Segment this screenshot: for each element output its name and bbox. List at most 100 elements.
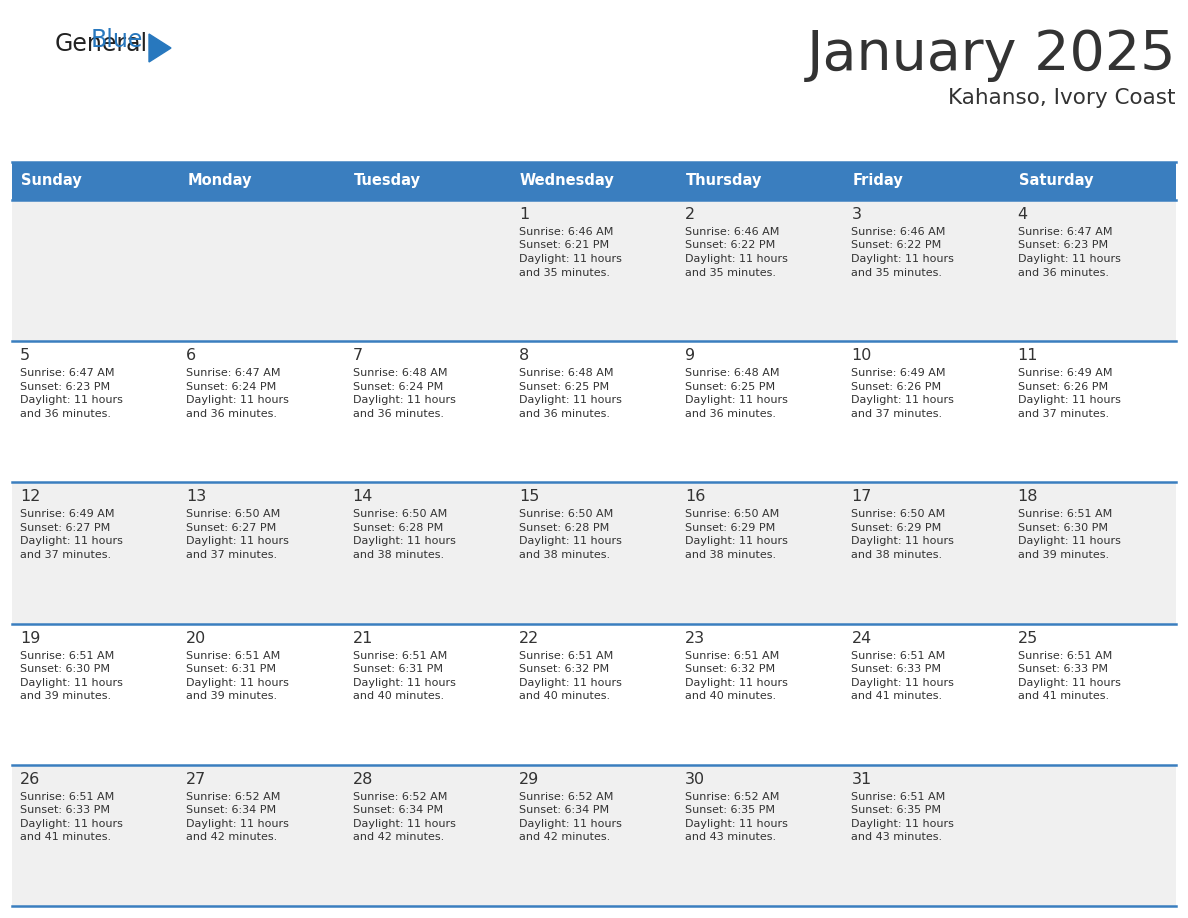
Text: 23: 23 (685, 631, 706, 645)
Text: Sunset: 6:27 PM: Sunset: 6:27 PM (187, 523, 277, 533)
Text: Sunset: 6:30 PM: Sunset: 6:30 PM (1018, 523, 1107, 533)
Text: Daylight: 11 hours: Daylight: 11 hours (852, 536, 954, 546)
Bar (511, 162, 677, 200)
Text: Sunrise: 6:49 AM: Sunrise: 6:49 AM (1018, 368, 1112, 378)
Text: Sunrise: 6:52 AM: Sunrise: 6:52 AM (685, 792, 779, 801)
Text: and 36 minutes.: and 36 minutes. (685, 409, 776, 419)
Text: Sunset: 6:32 PM: Sunset: 6:32 PM (519, 664, 609, 674)
Text: Sunrise: 6:52 AM: Sunrise: 6:52 AM (353, 792, 447, 801)
Text: and 41 minutes.: and 41 minutes. (852, 691, 942, 701)
Bar (12, 200, 1176, 341)
Text: Daylight: 11 hours: Daylight: 11 hours (852, 819, 954, 829)
Text: Sunrise: 6:49 AM: Sunrise: 6:49 AM (20, 509, 114, 520)
Text: Kahanso, Ivory Coast: Kahanso, Ivory Coast (948, 88, 1176, 108)
Text: Sunrise: 6:51 AM: Sunrise: 6:51 AM (353, 651, 447, 661)
Text: Sunset: 6:32 PM: Sunset: 6:32 PM (685, 664, 776, 674)
Text: Wednesday: Wednesday (520, 174, 614, 188)
Bar (178, 162, 345, 200)
Text: and 35 minutes.: and 35 minutes. (519, 267, 609, 277)
Text: Sunset: 6:34 PM: Sunset: 6:34 PM (353, 805, 443, 815)
Bar (1010, 162, 1176, 200)
Text: Daylight: 11 hours: Daylight: 11 hours (852, 396, 954, 405)
Bar (12, 482, 1176, 623)
Text: Daylight: 11 hours: Daylight: 11 hours (1018, 254, 1120, 264)
Text: and 37 minutes.: and 37 minutes. (852, 409, 942, 419)
Text: Sunset: 6:31 PM: Sunset: 6:31 PM (353, 664, 443, 674)
Text: Sunset: 6:28 PM: Sunset: 6:28 PM (519, 523, 609, 533)
Text: Sunrise: 6:52 AM: Sunrise: 6:52 AM (187, 792, 280, 801)
Text: 5: 5 (20, 348, 30, 364)
Text: and 35 minutes.: and 35 minutes. (852, 267, 942, 277)
Text: Daylight: 11 hours: Daylight: 11 hours (187, 536, 289, 546)
Text: 3: 3 (852, 207, 861, 222)
Text: Friday: Friday (853, 174, 903, 188)
Text: Daylight: 11 hours: Daylight: 11 hours (519, 677, 621, 688)
Text: 16: 16 (685, 489, 706, 504)
Text: Sunset: 6:35 PM: Sunset: 6:35 PM (852, 805, 941, 815)
Text: Sunset: 6:30 PM: Sunset: 6:30 PM (20, 664, 110, 674)
Text: Sunrise: 6:51 AM: Sunrise: 6:51 AM (1018, 651, 1112, 661)
Text: Sunrise: 6:52 AM: Sunrise: 6:52 AM (519, 792, 613, 801)
Text: Daylight: 11 hours: Daylight: 11 hours (20, 677, 122, 688)
Text: and 40 minutes.: and 40 minutes. (353, 691, 443, 701)
Text: Daylight: 11 hours: Daylight: 11 hours (685, 396, 788, 405)
Text: 19: 19 (20, 631, 40, 645)
Bar (12, 341, 1176, 482)
Text: Sunrise: 6:50 AM: Sunrise: 6:50 AM (685, 509, 779, 520)
Text: Sunrise: 6:50 AM: Sunrise: 6:50 AM (519, 509, 613, 520)
Text: Sunrise: 6:51 AM: Sunrise: 6:51 AM (20, 651, 114, 661)
Text: Sunset: 6:33 PM: Sunset: 6:33 PM (20, 805, 110, 815)
Text: 9: 9 (685, 348, 695, 364)
Text: Daylight: 11 hours: Daylight: 11 hours (187, 396, 289, 405)
Text: 12: 12 (20, 489, 40, 504)
Text: and 38 minutes.: and 38 minutes. (353, 550, 443, 560)
Text: 21: 21 (353, 631, 373, 645)
Text: Sunset: 6:29 PM: Sunset: 6:29 PM (685, 523, 776, 533)
Text: 6: 6 (187, 348, 196, 364)
Text: Sunrise: 6:48 AM: Sunrise: 6:48 AM (353, 368, 447, 378)
Bar (12, 765, 1176, 906)
Text: Sunrise: 6:51 AM: Sunrise: 6:51 AM (852, 651, 946, 661)
Text: and 43 minutes.: and 43 minutes. (852, 833, 942, 843)
Text: Daylight: 11 hours: Daylight: 11 hours (353, 536, 455, 546)
Text: Saturday: Saturday (1019, 174, 1093, 188)
Bar (677, 162, 843, 200)
Bar (345, 162, 511, 200)
Text: Blue: Blue (91, 28, 144, 52)
Text: Sunrise: 6:51 AM: Sunrise: 6:51 AM (20, 792, 114, 801)
Text: 13: 13 (187, 489, 207, 504)
Text: 18: 18 (1018, 489, 1038, 504)
Text: Sunrise: 6:50 AM: Sunrise: 6:50 AM (852, 509, 946, 520)
Text: Daylight: 11 hours: Daylight: 11 hours (187, 677, 289, 688)
Text: Sunset: 6:27 PM: Sunset: 6:27 PM (20, 523, 110, 533)
Text: 8: 8 (519, 348, 529, 364)
Text: Sunset: 6:33 PM: Sunset: 6:33 PM (1018, 664, 1107, 674)
Text: 2: 2 (685, 207, 695, 222)
Text: and 39 minutes.: and 39 minutes. (187, 691, 278, 701)
Text: Daylight: 11 hours: Daylight: 11 hours (685, 677, 788, 688)
Text: and 43 minutes.: and 43 minutes. (685, 833, 776, 843)
Text: and 37 minutes.: and 37 minutes. (187, 550, 278, 560)
Text: Sunrise: 6:46 AM: Sunrise: 6:46 AM (519, 227, 613, 237)
Text: and 41 minutes.: and 41 minutes. (1018, 691, 1108, 701)
Text: 10: 10 (852, 348, 872, 364)
Text: 4: 4 (1018, 207, 1028, 222)
Text: 26: 26 (20, 772, 40, 787)
Text: Sunset: 6:22 PM: Sunset: 6:22 PM (685, 241, 776, 251)
Text: Sunset: 6:34 PM: Sunset: 6:34 PM (187, 805, 277, 815)
Text: Sunrise: 6:49 AM: Sunrise: 6:49 AM (852, 368, 946, 378)
Text: Daylight: 11 hours: Daylight: 11 hours (187, 819, 289, 829)
Text: Daylight: 11 hours: Daylight: 11 hours (1018, 677, 1120, 688)
Text: 24: 24 (852, 631, 872, 645)
Text: Sunset: 6:21 PM: Sunset: 6:21 PM (519, 241, 609, 251)
Text: and 36 minutes.: and 36 minutes. (519, 409, 609, 419)
Bar (12, 162, 178, 200)
Text: Sunset: 6:23 PM: Sunset: 6:23 PM (1018, 241, 1108, 251)
Text: 30: 30 (685, 772, 706, 787)
Text: Daylight: 11 hours: Daylight: 11 hours (1018, 396, 1120, 405)
Text: Sunset: 6:25 PM: Sunset: 6:25 PM (685, 382, 776, 392)
Text: Daylight: 11 hours: Daylight: 11 hours (519, 819, 621, 829)
Text: Sunset: 6:25 PM: Sunset: 6:25 PM (519, 382, 609, 392)
Text: and 38 minutes.: and 38 minutes. (852, 550, 942, 560)
Text: and 36 minutes.: and 36 minutes. (187, 409, 277, 419)
